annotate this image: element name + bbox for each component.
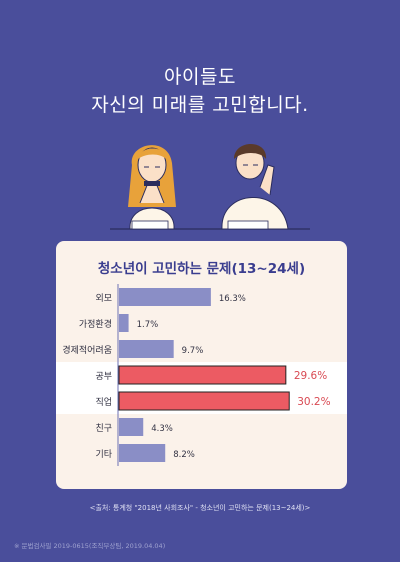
category-label: 친구 xyxy=(95,423,112,434)
headline-line-1: 아이들도 xyxy=(164,66,236,88)
bar xyxy=(118,391,290,411)
value-label: 29.6% xyxy=(294,370,327,382)
worried-people-illustration xyxy=(110,144,310,230)
value-label: 8.2% xyxy=(173,450,195,460)
headline-line-2: 자신의 미래를 고민합니다. xyxy=(91,94,309,116)
value-label: 16.3% xyxy=(219,294,246,304)
bar xyxy=(119,314,129,332)
bar xyxy=(119,444,166,462)
value-label: 9.7% xyxy=(182,346,204,356)
chart-card: 청소년이 고민하는 문제(13~24세) 외모 16.3% 가정환경 1.7% 경제적어… xyxy=(56,241,347,489)
category-label: 공부 xyxy=(95,371,112,382)
value-label: 1.7% xyxy=(137,320,159,330)
bar xyxy=(118,365,287,385)
bar xyxy=(119,418,144,436)
bar xyxy=(119,288,211,306)
category-label: 경제적어려움 xyxy=(62,344,112,356)
bar xyxy=(119,340,174,358)
value-label: 4.3% xyxy=(151,424,173,434)
woman-figure xyxy=(128,145,176,230)
footnote: ※ 문법검사필 2019-0615(조직부상팀, 2019.04.04) xyxy=(14,542,166,550)
category-label: 외모 xyxy=(95,292,112,304)
chart-title: 청소년이 고민하는 문제(13~24세) xyxy=(97,261,306,277)
source-note: <출처: 통계청 "2018년 사회조사" - 청소년이 고민하는 문제(13~… xyxy=(89,504,311,512)
category-label: 기타 xyxy=(95,449,112,460)
bar-chart: 외모 16.3% 가정환경 1.7% 경제적어려움 9.7% 공부 29.6% 직업 30.2% 친… xyxy=(56,284,347,466)
category-label: 가정환경 xyxy=(79,318,112,330)
category-label: 직업 xyxy=(95,397,112,408)
value-label: 30.2% xyxy=(297,396,330,408)
man-figure xyxy=(221,144,289,230)
